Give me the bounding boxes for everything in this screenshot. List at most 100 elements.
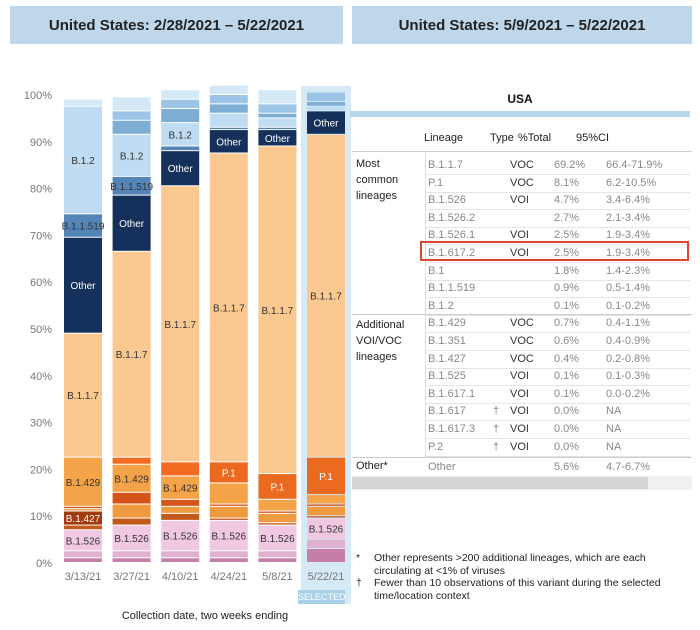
bar-segment-s1[interactable] — [307, 548, 345, 562]
bar-segment-s8[interactable] — [258, 104, 297, 113]
bar-segment-P.1[interactable] — [258, 474, 297, 499]
table-row[interactable]: B.1.1.7 VOC 69.2% 66.4-71.9% — [426, 156, 690, 175]
bar-segment-s2[interactable] — [307, 539, 345, 548]
bar-segment-s5[interactable] — [161, 499, 200, 506]
bar-segment-s2[interactable] — [258, 551, 297, 558]
bar-segment-B.1.2[interactable] — [64, 106, 102, 214]
bar-segment-s1[interactable] — [112, 558, 151, 562]
bar-segment-s8[interactable] — [161, 99, 200, 109]
bar-segment-Other[interactable] — [64, 237, 102, 333]
table-row[interactable]: B.1.617 † VOI 0.0% NA — [426, 402, 690, 422]
bar-segment-s9[interactable] — [307, 87, 345, 92]
bar-segment-P.1[interactable] — [209, 462, 248, 483]
bar-segment-B.1.1.519[interactable] — [64, 214, 102, 237]
table-row[interactable]: B.1.526 VOI 4.7% 3.4-6.4% — [426, 191, 690, 211]
bar-segment-B.1.1.7[interactable] — [258, 146, 297, 474]
bar-segment-B.1.1.519[interactable] — [258, 127, 297, 130]
bar-segment-s8[interactable] — [112, 111, 151, 120]
bar-segment-s8[interactable] — [307, 92, 345, 102]
bar-segment-s4[interactable] — [112, 504, 151, 518]
table-row[interactable]: B.1.1.519 0.9% 0.5-1.4% — [426, 279, 690, 299]
bar-segment-s9[interactable] — [64, 99, 102, 106]
bar-segment-s1[interactable] — [161, 558, 200, 562]
bar-segment-B.1.429[interactable] — [258, 499, 297, 511]
bar-segment-B.1.526[interactable] — [258, 525, 297, 551]
bar-segment-s7[interactable] — [112, 120, 151, 134]
bar-segment-B.1.429[interactable] — [112, 464, 151, 492]
table-row[interactable]: B.1 1.8% 1.4-2.3% — [426, 262, 690, 281]
bar-segment-s4[interactable] — [258, 513, 297, 523]
bar-segment-P.1[interactable] — [307, 457, 345, 495]
table-row[interactable]: B.1.429 VOC 0.7% 0.4-1.1% — [426, 314, 690, 334]
bar-segment-B.1.2[interactable] — [112, 134, 151, 176]
bar-segment-s3[interactable] — [161, 513, 200, 520]
bar-segment-B.1.1.7[interactable] — [112, 251, 151, 457]
table-row[interactable]: P.1 VOC 8.1% 6.2-10.5% — [426, 174, 690, 193]
bar-segment-s5[interactable] — [209, 504, 248, 506]
bar-segment-B.1.427[interactable] — [64, 511, 102, 525]
bar-segment-s2[interactable] — [64, 551, 102, 558]
table-row[interactable]: B.1.617.1 VOI 0.1% 0.0-0.2% — [426, 385, 690, 404]
bar-segment-B.1.526[interactable] — [64, 530, 102, 551]
table-horizontal-scrollbar[interactable] — [352, 476, 692, 490]
bar-segment-s1[interactable] — [209, 558, 248, 562]
bar-segment-s2[interactable] — [209, 551, 248, 558]
bar-segment-s3[interactable] — [307, 516, 345, 518]
bar-segment-s3[interactable] — [209, 518, 248, 520]
bar-segment-s2[interactable] — [161, 551, 200, 558]
table-row[interactable]: B.1.351 VOC 0.6% 0.4-0.9% — [426, 332, 690, 351]
table-row[interactable]: P.2 † VOI 0.0% NA — [426, 438, 690, 457]
bar-segment-B.1.2[interactable] — [258, 118, 297, 127]
bar-segment-B.1.2[interactable] — [161, 123, 200, 146]
bar-segment-s7[interactable] — [258, 113, 297, 118]
bar-segment-s2[interactable] — [112, 551, 151, 558]
bar-segment-B.1.1.519[interactable] — [112, 176, 151, 195]
bar-segment-s5[interactable] — [64, 506, 102, 509]
bar-segment-Other[interactable] — [112, 195, 151, 251]
bar-segment-s8[interactable] — [209, 95, 248, 104]
bar-segment-s1[interactable] — [258, 558, 297, 562]
bar-segment-s3[interactable] — [258, 523, 297, 525]
bar-segment-B.1.429[interactable] — [307, 495, 345, 504]
bar-segment-s9[interactable] — [209, 85, 248, 94]
selected-badge[interactable]: SELECTED — [298, 590, 346, 604]
bar-segment-B.1.1.519[interactable] — [161, 146, 200, 151]
bar-segment-B.1.526[interactable] — [209, 520, 248, 551]
bar-segment-s4[interactable] — [64, 509, 102, 511]
bar-segment-s7[interactable] — [209, 104, 248, 113]
bar-segment-Other[interactable] — [258, 130, 297, 146]
bar-segment-s9[interactable] — [258, 90, 297, 104]
bar-segment-s3[interactable] — [64, 525, 102, 530]
scrollbar-thumb[interactable] — [352, 477, 648, 489]
bar-segment-B.1.526[interactable] — [161, 520, 200, 551]
bar-segment-B.1.526[interactable] — [112, 525, 151, 551]
bar-segment-B.1.429[interactable] — [209, 483, 248, 504]
bar-segment-s5[interactable] — [307, 504, 345, 506]
bar-segment-s3[interactable] — [112, 518, 151, 525]
bar-segment-s5[interactable] — [258, 511, 297, 513]
bar-segment-s4[interactable] — [307, 506, 345, 516]
bar-segment-s5[interactable] — [112, 492, 151, 504]
table-row[interactable]: B.1.617.2 VOI 2.5% 1.9-3.4% — [426, 244, 690, 263]
bar-segment-s6[interactable] — [161, 462, 200, 476]
bar-segment-B.1.1.7[interactable] — [161, 186, 200, 462]
bar-segment-B.1.1.7[interactable] — [307, 134, 345, 457]
table-row[interactable]: B.1.427 VOC 0.4% 0.2-0.8% — [426, 350, 690, 369]
table-row[interactable]: B.1.525 VOI 0.1% 0.1-0.3% — [426, 367, 690, 387]
bar-segment-B.1.2[interactable] — [307, 106, 345, 111]
bar-segment-Other[interactable] — [209, 130, 248, 153]
bar-segment-s6[interactable] — [112, 457, 151, 464]
bar-segment-B.1.2[interactable] — [209, 113, 248, 127]
table-row[interactable]: B.1.2 0.1% 0.1-0.2% — [426, 297, 690, 316]
bar-segment-Other[interactable] — [307, 111, 345, 134]
bar-segment-B.1.1.7[interactable] — [209, 153, 248, 462]
bar-segment-s1[interactable] — [64, 558, 102, 562]
bar-segment-B.1.429[interactable] — [161, 476, 200, 499]
bar-segment-s4[interactable] — [161, 506, 200, 513]
table-row[interactable]: B.1.617.3 † VOI 0.0% NA — [426, 420, 690, 439]
bar-segment-s7[interactable] — [161, 109, 200, 123]
bar-segment-B.1.429[interactable] — [64, 457, 102, 506]
table-row[interactable]: B.1.526.1 VOI 2.5% 1.9-3.4% — [426, 226, 690, 246]
bar-segment-s7[interactable] — [307, 102, 345, 106]
bar-segment-s4[interactable] — [209, 506, 248, 518]
